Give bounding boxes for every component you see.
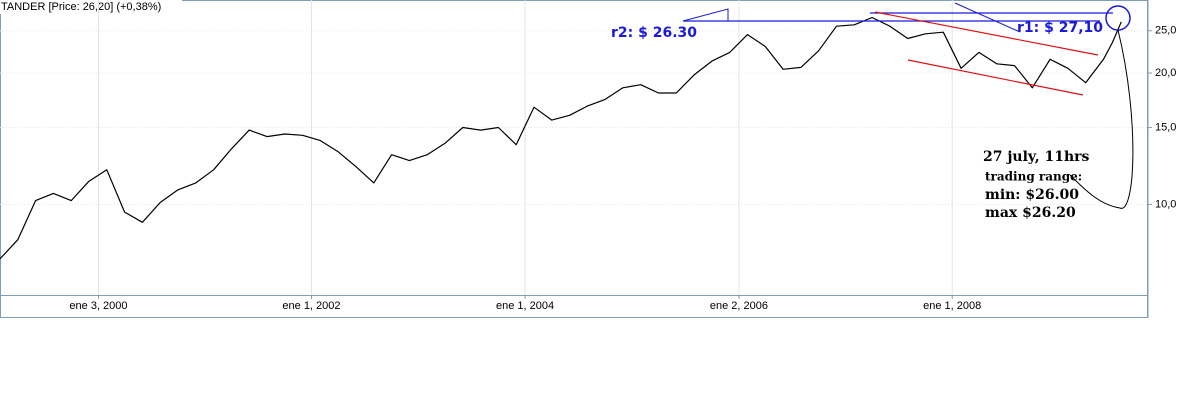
annotation: r2: $ 26.30 [611, 25, 697, 41]
x-tick-label: ene 2, 2006 [710, 300, 768, 312]
y-tick-label: 20,0 [1155, 67, 1176, 79]
price-line [0, 16, 1122, 260]
y-tick-label: 15,0 [1155, 121, 1176, 133]
annotation: r1: $ 27,10 [1017, 20, 1103, 36]
channel-line [907, 59, 1084, 96]
annotation: max $26.20 [985, 205, 1076, 221]
x-tick-label: ene 3, 2000 [69, 300, 127, 312]
title-bg [0, 0, 182, 14]
x-tick-label: ene 1, 2008 [923, 300, 981, 312]
y-tick-label: 10,0 [1155, 198, 1176, 210]
x-tick-label: ene 1, 2004 [496, 300, 554, 312]
x-tick-label: ene 1, 2002 [282, 300, 340, 312]
annotation-arrow [682, 8, 729, 22]
y-tick-label: 25,0 [1155, 25, 1176, 37]
series-title: TANDER [Price: 26,20] (+0,38%) [1, 1, 161, 13]
annotation: min: $26.00 [985, 187, 1079, 203]
annotation: 27 july, 11hrs [983, 149, 1089, 165]
plot-frame [0, 0, 1148, 296]
annotation: trading range: [985, 170, 1082, 184]
annotation-arrow [954, 2, 1021, 33]
channel-line [874, 11, 1099, 56]
annotation-arrow [1069, 29, 1134, 209]
